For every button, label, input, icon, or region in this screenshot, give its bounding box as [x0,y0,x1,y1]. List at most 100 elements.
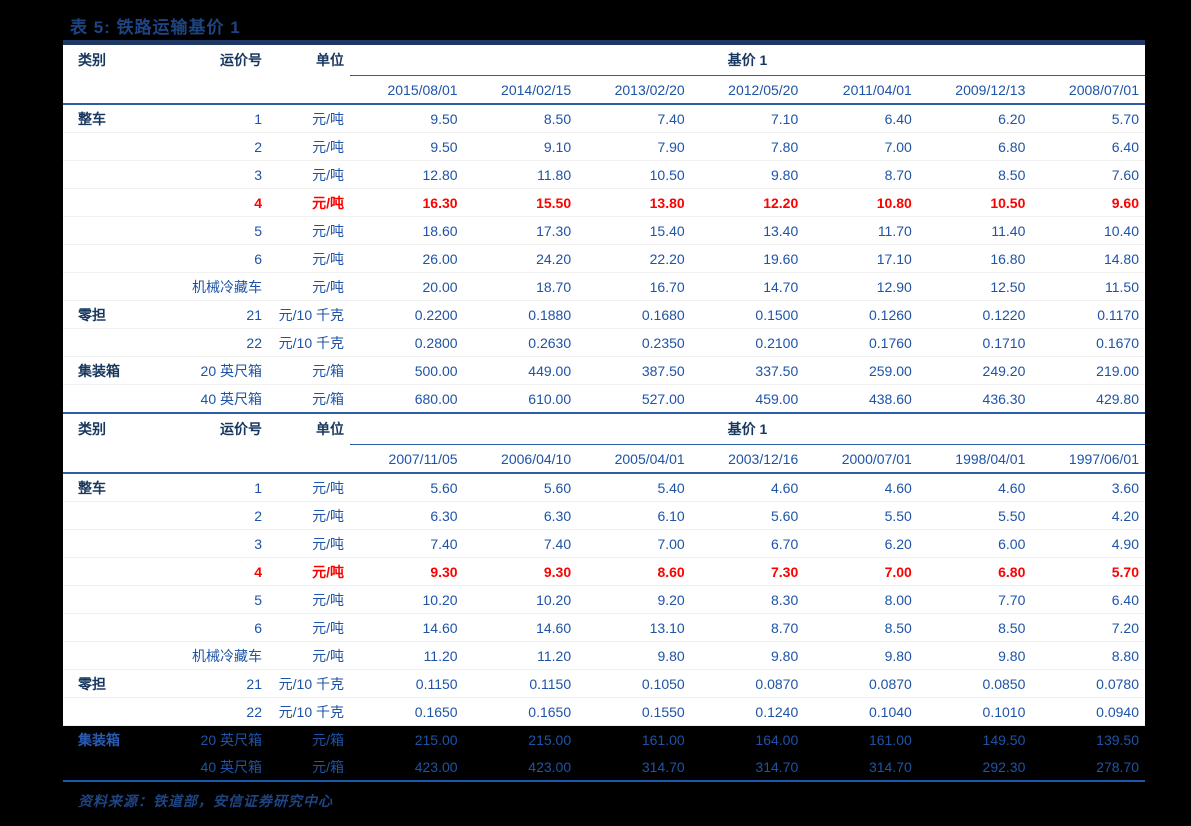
cell-rate-no: 1 [178,104,268,133]
cell-rate-no: 40 英尺箱 [200,758,262,775]
cell-value: 149.50 [982,731,1026,748]
cell-value: 0.1150 [463,669,578,698]
cell-rate-no: 3 [178,160,268,189]
cell-rate-no: 4 [178,557,268,586]
cell-category [63,216,178,245]
cell-value: 6.70 [690,529,805,558]
cell-unit: 元/吨 [268,272,350,301]
table1-header-row: 类别 运价号 单位 基价 1 [63,45,1145,76]
cell-rate-no: 2 [178,501,268,530]
cell-value: 15.50 [463,188,578,217]
header-date: 2009/12/13 [917,75,1032,105]
header-date: 2008/07/01 [1031,75,1145,105]
cell-value: 7.10 [690,104,805,133]
cell-value: 6.30 [350,501,464,530]
cell-value: 423.00 [414,758,458,775]
header-price-group: 基价 1 [350,45,1145,76]
cell-value: 161.00 [641,731,685,748]
cell-value: 8.50 [917,613,1032,642]
cell-category: 集装箱 [78,731,120,748]
cell-value: 12.90 [804,272,918,301]
cell-value: 9.80 [804,641,918,670]
cell-value: 164.00 [755,731,799,748]
cell-value: 16.80 [917,244,1032,273]
cell-value: 8.70 [690,613,805,642]
cell-value: 6.40 [1031,585,1145,614]
cell-value: 0.1710 [917,328,1032,357]
cell-value: 10.80 [804,188,918,217]
cell-value: 8.50 [463,104,578,133]
cell-value: 337.50 [690,356,805,385]
cell-unit: 元/吨 [268,501,350,530]
cell-unit: 元/吨 [268,188,350,217]
cell-value: 6.10 [577,501,691,530]
cell-category [63,328,178,357]
cell-value: 423.00 [528,758,572,775]
cell-category [63,501,178,530]
cell-category [63,160,178,189]
cell-value: 459.00 [690,384,805,414]
cell-value: 12.20 [690,188,805,217]
table-row: 40 英尺箱 元/箱 680.00 610.00 527.00 459.00 4… [63,384,1145,414]
table-row: 4 元/吨 16.30 15.50 13.80 12.20 10.80 10.5… [63,188,1145,217]
cell-category: 集装箱 [63,356,178,385]
cell-value: 7.70 [917,585,1032,614]
cell-rate-no: 2 [178,132,268,161]
cell-unit: 元/箱 [312,758,344,775]
cell-value: 7.00 [804,132,918,161]
header-category: 类别 [78,52,106,69]
header-date: 1998/04/01 [917,444,1032,474]
cell-unit: 元/10 千克 [268,669,350,698]
cell-value: 20.00 [350,272,464,301]
cell-value: 0.0870 [690,669,805,698]
header-date: 2011/04/01 [804,75,918,105]
cell-value: 6.40 [1031,132,1145,161]
cell-value: 436.30 [917,384,1032,414]
header-price-group: 基价 1 [350,414,1145,445]
cell-value: 0.0780 [1031,669,1145,698]
cell-value: 0.2200 [350,300,464,329]
cell-value: 0.1220 [917,300,1032,329]
header-unit: 单位 [316,421,344,438]
cell-value: 259.00 [804,356,918,385]
cell-value: 314.70 [641,758,685,775]
cell-value: 0.1240 [690,697,805,726]
table-row: 5 元/吨 10.20 10.20 9.20 8.30 8.00 7.70 6.… [63,585,1145,614]
cell-rate-no: 5 [178,216,268,245]
cell-value: 12.80 [350,160,464,189]
cell-value: 278.70 [1096,758,1139,775]
cell-value: 6.40 [804,104,918,133]
cell-value: 5.60 [690,501,805,530]
cell-unit: 元/吨 [268,244,350,273]
cell-value: 8.50 [804,613,918,642]
cell-value: 17.30 [463,216,578,245]
cell-value: 7.30 [690,557,805,586]
header-date: 2006/04/10 [463,444,578,474]
cell-unit: 元/吨 [268,557,350,586]
cell-unit: 元/吨 [268,585,350,614]
cell-value: 10.20 [350,585,464,614]
cell-rate-no: 22 [178,328,268,357]
header-date: 2014/02/15 [463,75,578,105]
table-row: 机械冷藏车 元/吨 20.00 18.70 16.70 14.70 12.90 … [63,272,1145,301]
cell-rate-no: 机械冷藏车 [178,272,268,301]
cell-value: 680.00 [350,384,464,414]
cell-value: 11.20 [463,641,578,670]
cell-value: 8.30 [690,585,805,614]
cell-value: 5.50 [804,501,918,530]
cell-value: 10.50 [577,160,691,189]
cell-value: 438.60 [804,384,918,414]
cell-value: 7.00 [577,529,691,558]
cell-value: 161.00 [868,731,912,748]
cell-value: 5.50 [917,501,1032,530]
cell-value: 9.50 [350,132,464,161]
cell-rate-no: 6 [178,244,268,273]
header-date: 1997/06/01 [1031,444,1145,474]
cell-value: 26.00 [350,244,464,273]
header-rate-no: 运价号 [220,52,262,69]
cell-category [63,188,178,217]
table-panel: 类别 运价号 单位 基价 1 2015/08/01 2014/02/15 201… [63,45,1145,826]
cell-unit: 元/吨 [268,529,350,558]
cell-value: 9.60 [1031,188,1145,217]
cell-value: 7.40 [577,104,691,133]
